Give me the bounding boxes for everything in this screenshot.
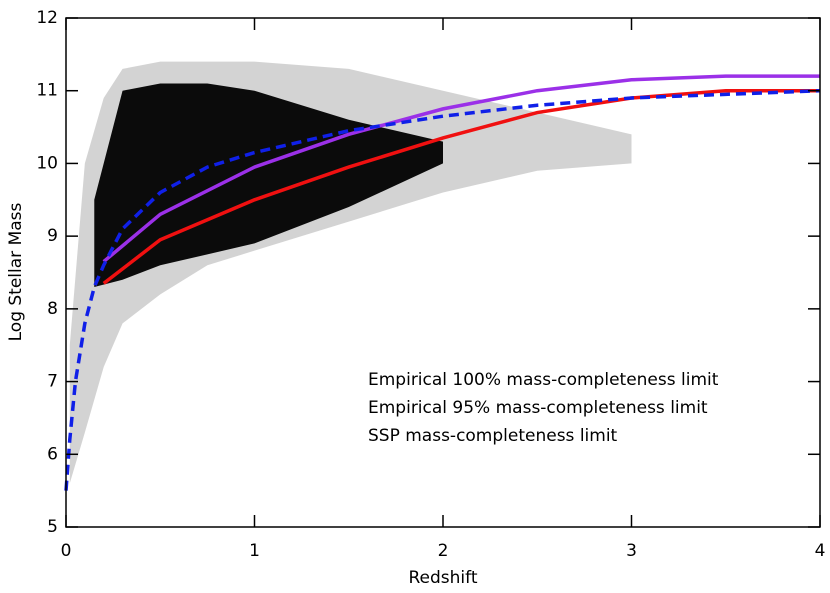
x-tick-label: 2 — [438, 541, 449, 561]
y-tick-label: 12 — [36, 8, 58, 28]
y-tick-label: 5 — [47, 517, 58, 537]
legend-entry: Empirical 100% mass-completeness limit — [368, 370, 719, 390]
x-axis-label: Redshift — [408, 568, 477, 588]
density-region — [94, 83, 444, 288]
y-tick-label: 7 — [47, 372, 58, 392]
y-tick-label: 8 — [47, 299, 58, 319]
series-line — [102, 88, 820, 285]
x-tick-label: 4 — [815, 541, 826, 561]
series-line — [64, 88, 821, 491]
y-tick-label: 9 — [47, 226, 58, 246]
y-axis-label: Log Stellar Mass — [6, 202, 26, 341]
y-tick-label: 11 — [36, 81, 58, 101]
x-tick-label: 0 — [61, 541, 72, 561]
legend-entry: Empirical 95% mass-completeness limit — [368, 398, 708, 418]
y-tick-label: 10 — [36, 153, 58, 173]
x-tick-label: 1 — [249, 541, 260, 561]
x-tick-label: 3 — [626, 541, 637, 561]
legend-entry: SSP mass-completeness limit — [368, 426, 618, 446]
y-tick-label: 6 — [47, 444, 58, 464]
series-line — [102, 74, 820, 263]
